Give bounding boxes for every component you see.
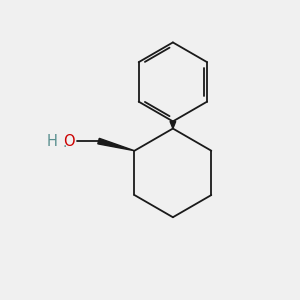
Polygon shape xyxy=(98,138,134,151)
Polygon shape xyxy=(170,122,176,128)
Text: H: H xyxy=(46,134,57,148)
Text: O: O xyxy=(63,134,75,148)
Text: .: . xyxy=(63,136,67,150)
